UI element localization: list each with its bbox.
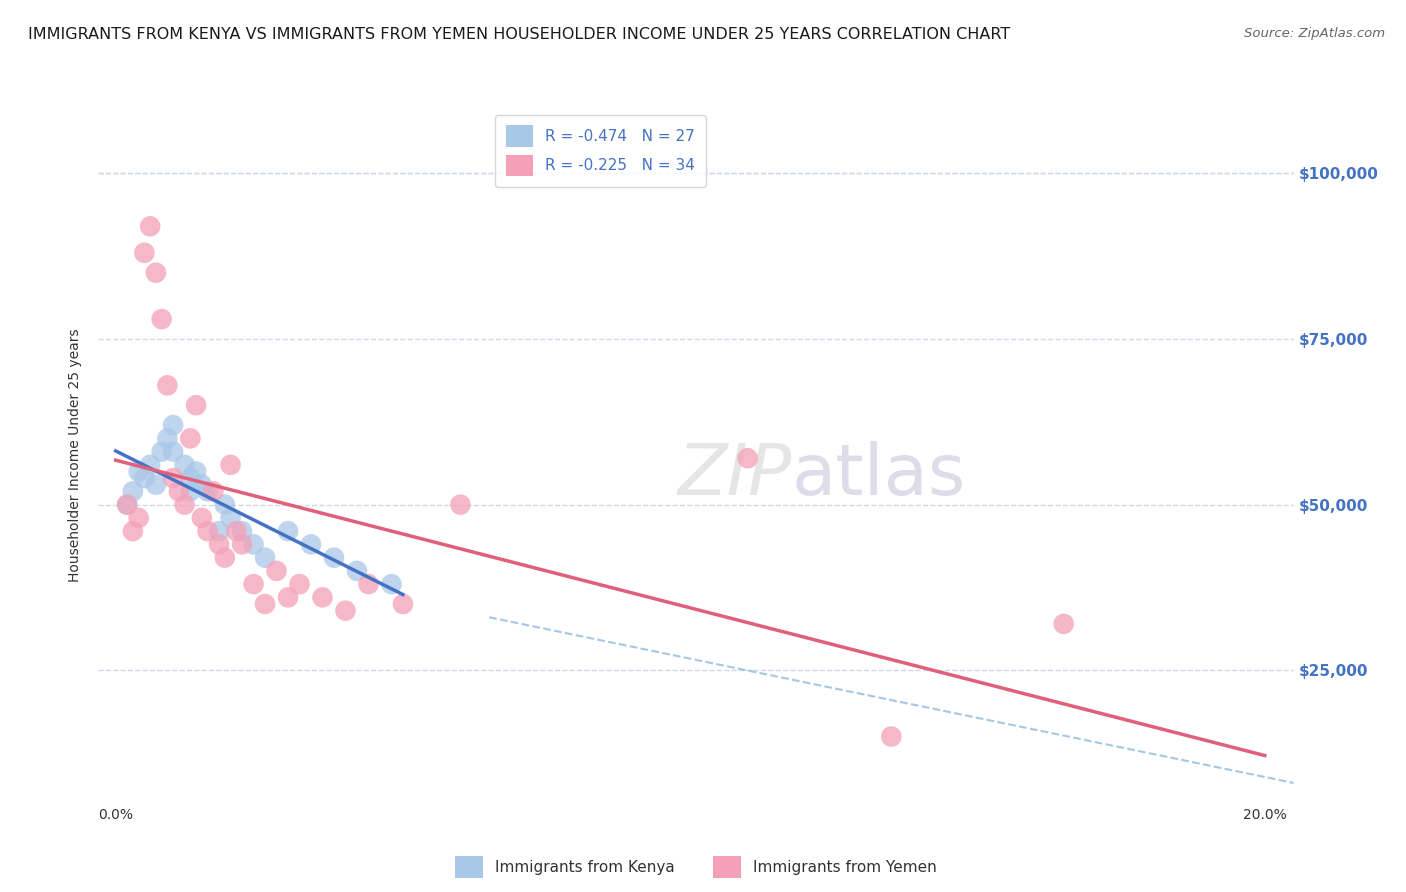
Point <box>162 471 184 485</box>
Point <box>173 498 195 512</box>
Point <box>134 245 156 260</box>
Point <box>346 564 368 578</box>
Point <box>214 498 236 512</box>
Point <box>231 537 253 551</box>
Y-axis label: Householder Income Under 25 years: Householder Income Under 25 years <box>69 328 83 582</box>
Point <box>197 484 219 499</box>
Text: ZIP: ZIP <box>678 442 792 510</box>
Point <box>134 471 156 485</box>
Point <box>208 524 231 538</box>
Point <box>880 730 903 744</box>
Point <box>184 398 207 412</box>
Point <box>737 451 759 466</box>
Point <box>128 511 150 525</box>
Point <box>323 550 346 565</box>
Point <box>277 524 299 538</box>
Point <box>122 524 145 538</box>
Point <box>128 465 150 479</box>
Point <box>139 219 162 234</box>
Point <box>115 498 138 512</box>
Point <box>225 524 247 538</box>
Point <box>277 591 299 605</box>
Point <box>380 577 402 591</box>
Legend: Immigrants from Kenya, Immigrants from Yemen: Immigrants from Kenya, Immigrants from Y… <box>447 848 945 886</box>
Point <box>179 471 201 485</box>
Point <box>288 577 311 591</box>
Point <box>145 266 167 280</box>
Point <box>311 591 333 605</box>
Point <box>115 498 138 512</box>
Point <box>162 418 184 433</box>
Point <box>150 312 173 326</box>
Point <box>1053 616 1076 631</box>
Point <box>179 431 201 445</box>
Point <box>156 378 179 392</box>
Point <box>202 484 225 499</box>
Point <box>242 577 264 591</box>
Point <box>214 550 236 565</box>
Point <box>145 477 167 491</box>
Point <box>179 484 201 499</box>
Point <box>208 537 231 551</box>
Point <box>191 477 214 491</box>
Point <box>299 537 322 551</box>
Point <box>392 597 415 611</box>
Point <box>449 498 471 512</box>
Text: IMMIGRANTS FROM KENYA VS IMMIGRANTS FROM YEMEN HOUSEHOLDER INCOME UNDER 25 YEARS: IMMIGRANTS FROM KENYA VS IMMIGRANTS FROM… <box>28 27 1011 42</box>
Point <box>191 511 214 525</box>
Point <box>162 444 184 458</box>
Point <box>254 597 277 611</box>
Point <box>219 458 242 472</box>
Point <box>173 458 195 472</box>
Point <box>357 577 380 591</box>
Point <box>254 550 277 565</box>
Point <box>266 564 288 578</box>
Text: Source: ZipAtlas.com: Source: ZipAtlas.com <box>1244 27 1385 40</box>
Point <box>219 511 242 525</box>
Point <box>156 431 179 445</box>
Point <box>335 604 357 618</box>
Point <box>197 524 219 538</box>
Point <box>242 537 264 551</box>
Point <box>231 524 253 538</box>
Point <box>122 484 145 499</box>
Point <box>139 458 162 472</box>
Point <box>184 465 207 479</box>
Point <box>150 444 173 458</box>
Point <box>167 484 190 499</box>
Text: atlas: atlas <box>792 442 966 510</box>
